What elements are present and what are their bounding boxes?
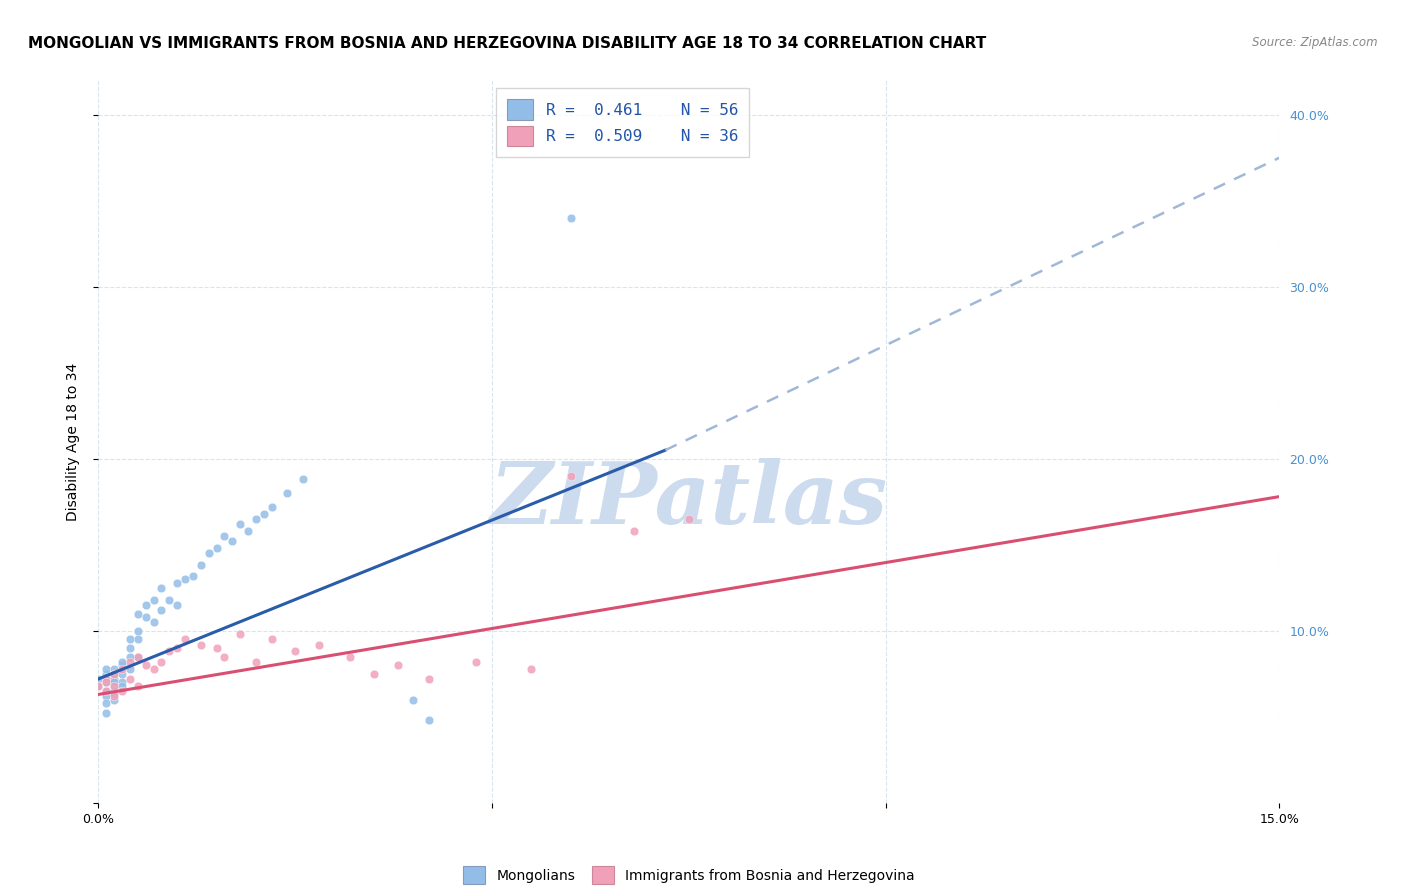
Point <box>229 627 252 641</box>
Point <box>214 649 236 664</box>
Point <box>245 655 267 669</box>
Point <box>96 706 118 721</box>
Point <box>111 655 134 669</box>
Point <box>190 638 212 652</box>
Point <box>103 666 125 681</box>
Point <box>253 507 276 521</box>
Point <box>339 649 361 664</box>
Point <box>127 649 149 664</box>
Point <box>418 672 440 686</box>
Point <box>387 658 409 673</box>
Point <box>181 568 204 582</box>
Point <box>103 662 125 676</box>
Point <box>96 672 118 686</box>
Point <box>142 592 165 607</box>
Point <box>103 692 125 706</box>
Point <box>284 644 307 658</box>
Point <box>174 632 197 647</box>
Point <box>103 689 125 703</box>
Point <box>87 679 110 693</box>
Point <box>157 644 180 658</box>
Point <box>135 658 157 673</box>
Point <box>229 517 252 532</box>
Text: Source: ZipAtlas.com: Source: ZipAtlas.com <box>1253 36 1378 49</box>
Point <box>142 615 165 630</box>
Point <box>111 684 134 698</box>
Point <box>157 592 180 607</box>
Point <box>118 655 141 669</box>
Point <box>135 610 157 624</box>
Point <box>150 603 173 617</box>
Point <box>174 572 197 586</box>
Point <box>560 469 582 483</box>
Point <box>96 684 118 698</box>
Point <box>150 655 173 669</box>
Point <box>96 696 118 710</box>
Point <box>127 649 149 664</box>
Point <box>135 598 157 612</box>
Point <box>127 607 149 621</box>
Point <box>142 662 165 676</box>
Point <box>308 638 330 652</box>
Point <box>214 529 236 543</box>
Point <box>118 662 141 676</box>
Point <box>292 472 315 486</box>
Point <box>96 675 118 690</box>
Point <box>678 512 700 526</box>
Point <box>103 666 125 681</box>
Point <box>103 672 125 686</box>
Point <box>111 662 134 676</box>
Point <box>103 679 125 693</box>
Point <box>111 666 134 681</box>
Point <box>236 524 259 538</box>
Point <box>465 655 488 669</box>
Point <box>96 666 118 681</box>
Point <box>111 679 134 693</box>
Point <box>87 679 110 693</box>
Point <box>190 558 212 573</box>
Point <box>96 662 118 676</box>
Point <box>221 534 243 549</box>
Point <box>96 675 118 690</box>
Point <box>205 541 228 556</box>
Text: MONGOLIAN VS IMMIGRANTS FROM BOSNIA AND HERZEGOVINA DISABILITY AGE 18 TO 34 CORR: MONGOLIAN VS IMMIGRANTS FROM BOSNIA AND … <box>28 36 987 51</box>
Point <box>127 679 149 693</box>
Point <box>520 662 543 676</box>
Point <box>103 684 125 698</box>
Point <box>623 524 645 538</box>
Point <box>197 546 219 560</box>
Point <box>118 649 141 664</box>
Point <box>260 632 283 647</box>
Point <box>111 675 134 690</box>
Point <box>166 575 188 590</box>
Point <box>166 640 188 655</box>
Point <box>87 672 110 686</box>
Point <box>118 672 141 686</box>
Point <box>96 684 118 698</box>
Point <box>103 679 125 693</box>
Point <box>260 500 283 514</box>
Point <box>118 640 141 655</box>
Point <box>402 692 425 706</box>
Point <box>418 713 440 727</box>
Y-axis label: Disability Age 18 to 34: Disability Age 18 to 34 <box>66 362 80 521</box>
Point <box>111 658 134 673</box>
Point <box>276 486 298 500</box>
Point <box>103 687 125 701</box>
Point <box>560 211 582 225</box>
Point <box>150 581 173 595</box>
Point <box>245 512 267 526</box>
Point <box>363 666 385 681</box>
Text: ZIPatlas: ZIPatlas <box>489 458 889 541</box>
Point <box>118 632 141 647</box>
Point <box>103 675 125 690</box>
Legend: Mongolians, Immigrants from Bosnia and Herzegovina: Mongolians, Immigrants from Bosnia and H… <box>457 861 921 890</box>
Point <box>96 689 118 703</box>
Point <box>166 598 188 612</box>
Point <box>205 640 228 655</box>
Point <box>127 632 149 647</box>
Point <box>127 624 149 638</box>
